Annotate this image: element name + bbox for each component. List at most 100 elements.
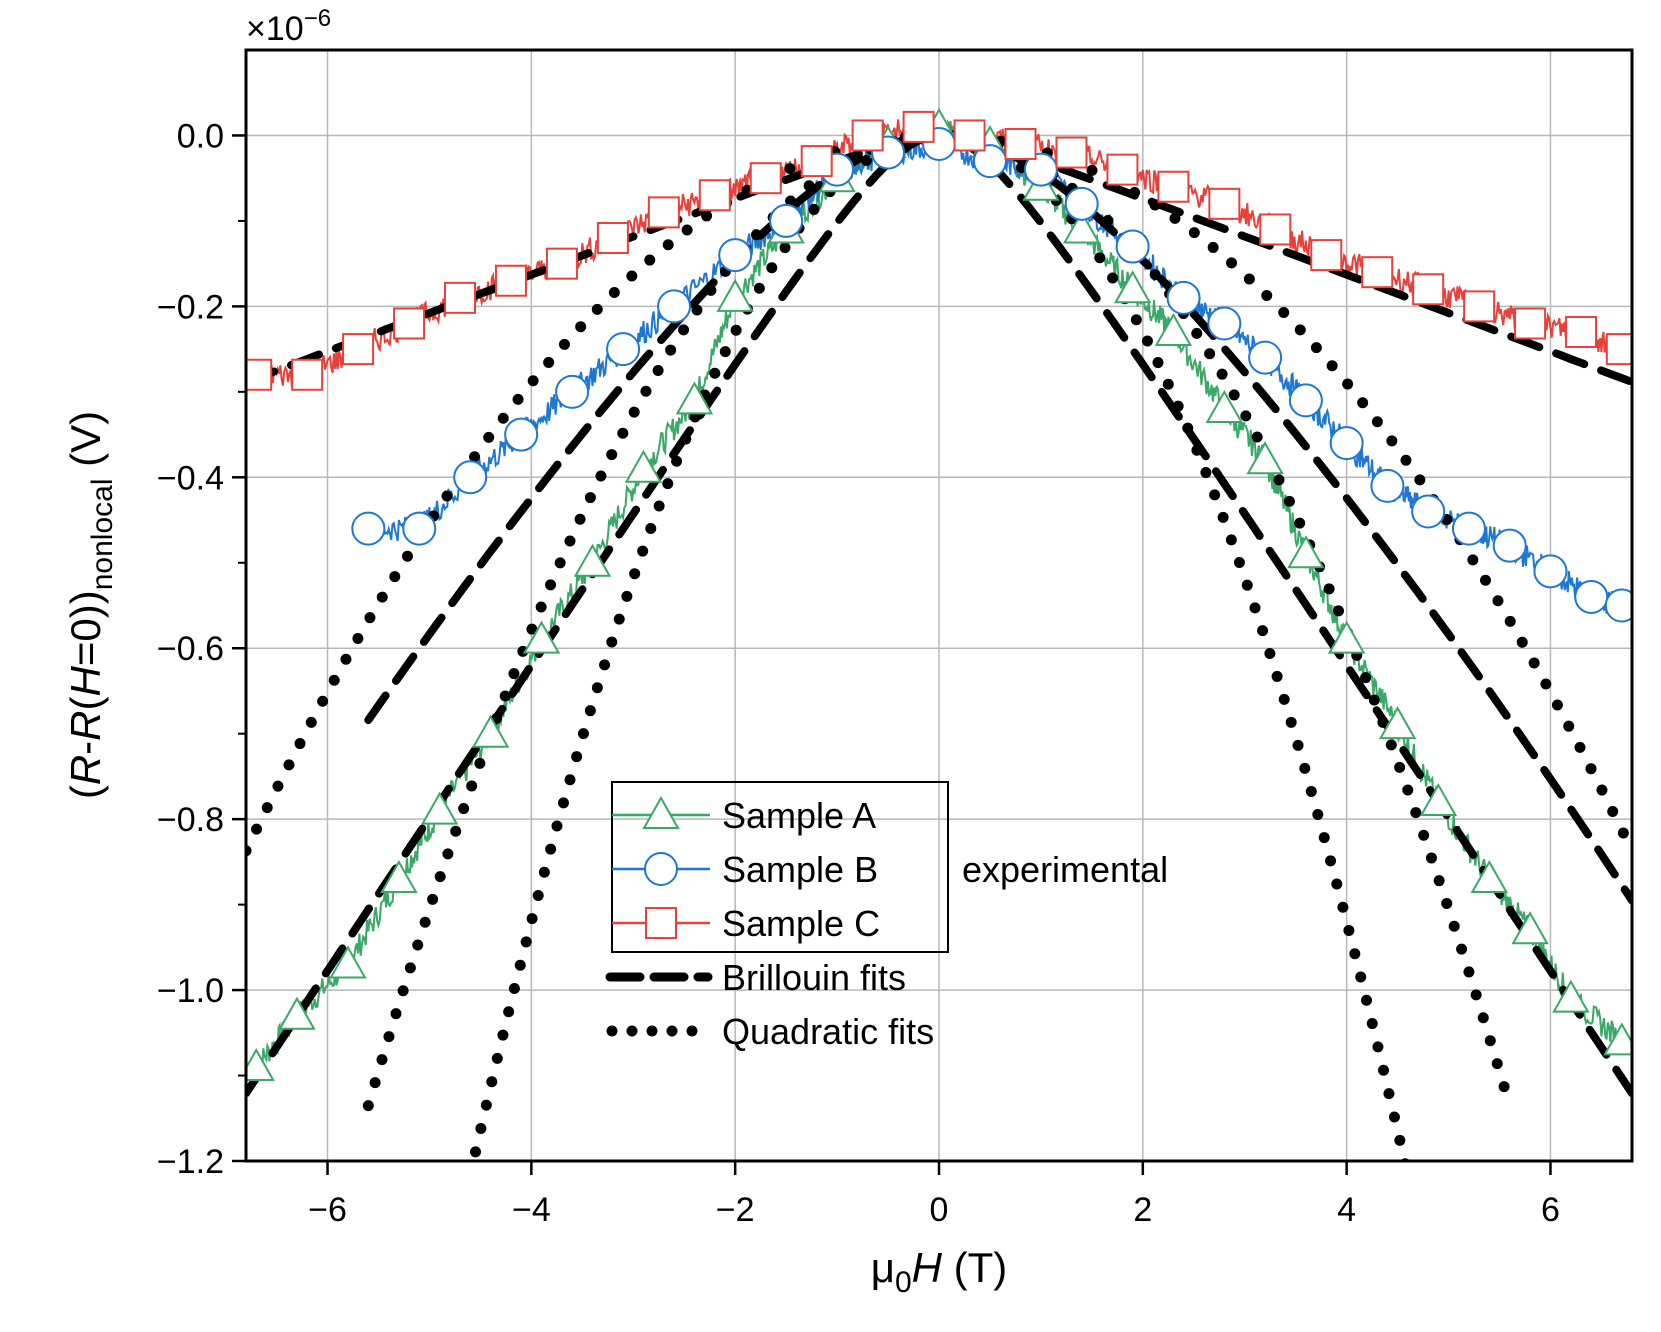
marker-sample-c <box>698 179 731 212</box>
marker-sample-a <box>246 1047 275 1081</box>
marker-sample-a <box>1378 706 1417 740</box>
marker-sample-b <box>1288 383 1323 418</box>
marker-sample-b <box>972 144 1007 179</box>
marker-sample-b <box>1023 152 1058 187</box>
y-multiplier: ×10−6 <box>246 5 331 48</box>
marker-sample-a <box>624 449 663 483</box>
marker-sample-b <box>1166 280 1201 315</box>
marker-sample-b <box>1329 426 1364 461</box>
x-tick-label: −4 <box>512 1191 551 1229</box>
marker-sample-b <box>1115 229 1150 264</box>
y-tick-label: −1.2 <box>157 1143 224 1181</box>
legend-label: Quadratic fits <box>722 1011 934 1052</box>
trace-sample-b <box>367 131 1622 615</box>
y-tick-label: −0.4 <box>157 459 224 497</box>
marker-sample-c <box>851 119 884 152</box>
plot-content <box>246 107 1632 1161</box>
marker-sample-a <box>1205 389 1244 423</box>
legend-box <box>611 781 949 953</box>
marker-sample-c <box>800 145 833 178</box>
marker-sample-b <box>1207 306 1242 341</box>
y-tick-label: −0.8 <box>157 801 224 839</box>
legend-label: Brillouin fits <box>722 957 906 998</box>
marker-sample-a <box>1552 979 1590 1013</box>
marker-sample-b <box>1451 511 1486 546</box>
x-tick-label: −6 <box>308 1191 347 1229</box>
y-tick-label: 0.0 <box>177 117 224 155</box>
marker-sample-b <box>402 511 437 546</box>
marker-sample-b <box>1574 579 1609 614</box>
marker-sample-b <box>1248 340 1283 375</box>
marker-sample-c <box>1412 273 1445 306</box>
marker-sample-b <box>1604 588 1632 623</box>
marker-sample-b <box>1533 554 1568 589</box>
marker-sample-c <box>1106 153 1139 186</box>
experimental-markers <box>246 107 1632 1081</box>
legend-label: Sample C <box>722 903 880 944</box>
marker-sample-c <box>291 358 324 391</box>
marker-sample-c <box>1157 170 1190 203</box>
marker-sample-c <box>393 307 426 340</box>
legend-label: Sample B <box>722 849 878 890</box>
marker-sample-c <box>596 222 629 255</box>
y-tick-label: −0.6 <box>157 630 224 668</box>
marker-sample-c <box>246 358 273 391</box>
marker-sample-a <box>1154 312 1193 347</box>
marker-sample-b <box>606 332 641 367</box>
x-tick-label: −2 <box>716 1191 755 1229</box>
marker-sample-b <box>1370 468 1405 503</box>
marker-sample-c <box>647 196 680 229</box>
marker-sample-a <box>1246 441 1284 475</box>
marker-sample-c <box>902 110 935 143</box>
marker-sample-c <box>444 281 477 314</box>
marker-sample-a <box>420 791 459 825</box>
x-tick-label: 0 <box>930 1191 949 1229</box>
marker-sample-a <box>329 945 367 979</box>
marker-sample-c <box>1055 136 1088 169</box>
marker-sample-c <box>342 333 375 366</box>
marker-sample-c <box>1004 128 1037 161</box>
marker-sample-c <box>953 119 986 152</box>
axis-ticks: −6 −4 −2 0 2 4 6 0.0 −0.2 −0.4 −0.6 −0.8 −1.0 −1.2 <box>157 117 1560 1229</box>
marker-sample-a <box>1419 783 1458 817</box>
marker-sample-a <box>1113 270 1152 304</box>
marker-sample-a <box>1470 859 1509 893</box>
marker-sample-b <box>1064 186 1099 221</box>
x-tick-label: 4 <box>1337 1191 1356 1229</box>
marker-sample-b <box>718 238 753 273</box>
marker-sample-b <box>769 203 804 238</box>
quadratic-fit-sample-a <box>467 129 1411 1161</box>
marker-sample-b <box>453 460 488 495</box>
marker-sample-a <box>1603 1022 1632 1056</box>
marker-sample-c <box>1208 187 1241 220</box>
x-tick-label: 2 <box>1133 1191 1152 1229</box>
marker-sample-c <box>494 264 527 297</box>
marker-sample-c <box>1463 290 1496 323</box>
legend-swatch-marker <box>642 795 680 829</box>
marker-sample-b <box>657 289 692 324</box>
marker-sample-b <box>351 511 386 546</box>
marker-sample-b <box>504 417 539 452</box>
marker-sample-a <box>573 543 612 577</box>
marker-sample-c <box>1259 213 1292 246</box>
marker-sample-b <box>1492 528 1527 563</box>
marker-sample-a <box>278 996 316 1030</box>
marker-sample-a <box>522 620 561 654</box>
legend-swatch-marker <box>644 852 678 886</box>
quadratic-fit-sample-c <box>246 130 1632 857</box>
legend: Sample A Sample B Sample C Brillouin fits Qu… <box>605 781 1168 1052</box>
legend-label: Sample A <box>722 795 876 836</box>
marker-sample-c <box>1310 239 1343 272</box>
marker-sample-b <box>555 374 590 409</box>
x-axis-title: μ0H (T) <box>871 1244 1008 1299</box>
x-tick-label: 6 <box>1541 1191 1560 1229</box>
marker-sample-a <box>380 859 418 893</box>
marker-sample-c <box>1605 333 1632 366</box>
marker-sample-c <box>545 247 578 280</box>
marker-sample-c <box>749 162 782 195</box>
y-axis-title: (R-R(H=0))nonlocal (V) <box>62 411 119 799</box>
marker-sample-a <box>1327 620 1366 654</box>
marker-sample-a <box>716 278 754 312</box>
marker-sample-a <box>1511 911 1549 945</box>
